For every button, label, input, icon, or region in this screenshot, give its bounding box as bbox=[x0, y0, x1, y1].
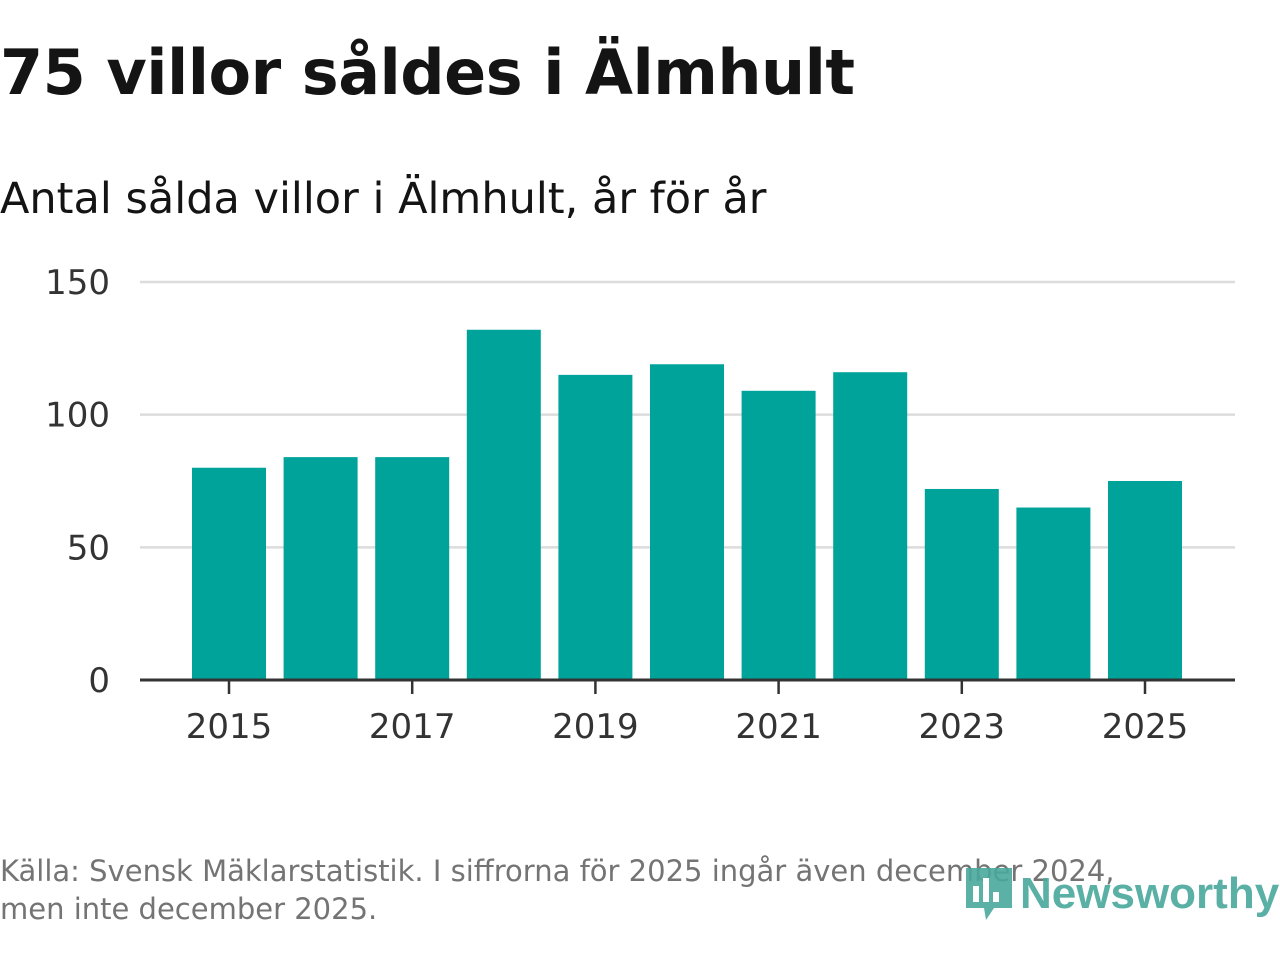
x-axis-labels: 2015 2017 2019 2021 2023 2025 bbox=[186, 707, 1189, 747]
bar-2023 bbox=[924, 488, 999, 680]
y-tick-label-150: 150 bbox=[45, 263, 110, 303]
bar-2015 bbox=[192, 467, 266, 680]
bar-2021 bbox=[741, 390, 816, 680]
newsworthy-logo: Newsworthy bbox=[962, 862, 1279, 926]
bars bbox=[192, 329, 1182, 680]
x-tick-label-2023: 2023 bbox=[919, 707, 1006, 747]
x-tick-label-2017: 2017 bbox=[369, 707, 456, 747]
bar-2025 bbox=[1108, 481, 1182, 680]
x-tick-label-2019: 2019 bbox=[552, 707, 639, 747]
source-line-1: Källa: Svensk Mäklarstatistik. I siffror… bbox=[0, 854, 1115, 888]
chart-title: 75 villor såldes i Älmhult bbox=[0, 36, 855, 109]
x-axis bbox=[140, 678, 1235, 694]
source-note: Källa: Svensk Mäklarstatistik. I siffror… bbox=[0, 852, 1220, 928]
bar-2017 bbox=[375, 457, 450, 680]
chart-subtitle: Antal sålda villor i Älmhult, år för år bbox=[0, 174, 767, 224]
y-tick-label-50: 50 bbox=[67, 528, 110, 568]
y-axis-labels: 0 50 100 150 bbox=[45, 263, 110, 701]
y-tick-label-0: 0 bbox=[88, 661, 110, 701]
bar-2018 bbox=[466, 329, 541, 680]
bar-2016 bbox=[283, 457, 358, 680]
bar-2019 bbox=[558, 374, 633, 680]
x-tick-label-2015: 2015 bbox=[186, 707, 273, 747]
source-line-2: men inte december 2025. bbox=[0, 892, 378, 926]
bar-2022 bbox=[833, 372, 908, 680]
y-tick-label-100: 100 bbox=[45, 396, 110, 436]
bar-chart: 0 50 100 150 2015 2017 2019 2021 2023 2025 bbox=[45, 263, 1235, 747]
bar-2024 bbox=[1016, 507, 1091, 680]
x-tick-label-2025: 2025 bbox=[1102, 707, 1189, 747]
x-tick-label-2021: 2021 bbox=[735, 707, 822, 747]
logo-text: Newsworthy bbox=[1020, 869, 1280, 918]
newsworthy-logo-icon bbox=[966, 868, 1012, 920]
bar-2020 bbox=[650, 364, 724, 680]
